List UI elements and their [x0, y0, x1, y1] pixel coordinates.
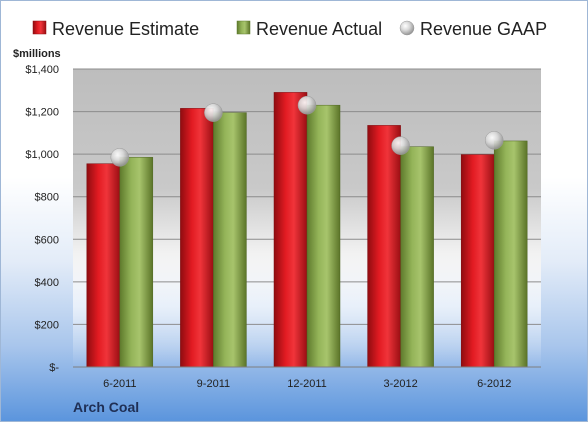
bar-revenue-estimate — [273, 92, 308, 368]
bar-revenue-actual — [306, 104, 341, 368]
y-axis-unit-label: $millions — [13, 48, 61, 60]
legend-label-revenue-gaap: Revenue GAAP — [420, 19, 547, 39]
x-axis-ticks: 6-2011 9-2011 12-2011 3-2012 6-2012 — [103, 378, 511, 390]
bar-revenue-actual — [213, 112, 247, 368]
bar-revenue-estimate — [180, 108, 214, 368]
x-tick-label: 6-2011 — [103, 378, 136, 390]
y-tick-label: $1,000 — [25, 149, 59, 161]
company-name: Arch Coal — [73, 399, 139, 415]
bar-revenue-estimate — [86, 163, 121, 368]
y-tick-label: $1,400 — [25, 64, 59, 76]
bar-revenue-estimate — [367, 125, 401, 368]
marker-revenue-gaap — [484, 131, 504, 150]
gaap-markers — [110, 95, 504, 167]
legend-label-revenue-estimate: Revenue Estimate — [52, 19, 199, 39]
bars — [86, 92, 528, 368]
marker-revenue-gaap — [110, 148, 130, 167]
bar-revenue-actual — [493, 140, 528, 368]
legend-marker-revenue-gaap — [399, 20, 415, 36]
bar-revenue-actual — [400, 146, 434, 368]
y-tick-label: $1,200 — [25, 107, 59, 119]
x-tick-label: 3-2012 — [383, 378, 417, 390]
x-tick-label: 12-2011 — [287, 378, 327, 390]
y-tick-label: $400 — [35, 277, 59, 289]
marker-revenue-gaap — [204, 103, 223, 122]
legend: Revenue Estimate Revenue Actual Revenue … — [32, 19, 547, 39]
legend-swatch-revenue-estimate — [32, 20, 47, 35]
y-tick-label: $800 — [35, 192, 59, 204]
y-axis-ticks: $- $200 $400 $600 $800 $1,000 $1,200 $1,400 — [25, 64, 59, 374]
y-tick-label: $200 — [35, 319, 59, 331]
bar-revenue-actual — [119, 157, 154, 368]
bar-revenue-estimate — [460, 154, 495, 368]
x-tick-label: 6-2012 — [477, 378, 511, 390]
legend-swatch-revenue-actual — [236, 20, 251, 35]
marker-revenue-gaap — [297, 95, 317, 115]
x-tick-label: 9-2011 — [197, 378, 230, 390]
marker-revenue-gaap — [391, 136, 410, 155]
y-tick-label: $600 — [35, 234, 59, 246]
legend-label-revenue-actual: Revenue Actual — [256, 19, 382, 39]
y-tick-label: $- — [49, 362, 59, 374]
